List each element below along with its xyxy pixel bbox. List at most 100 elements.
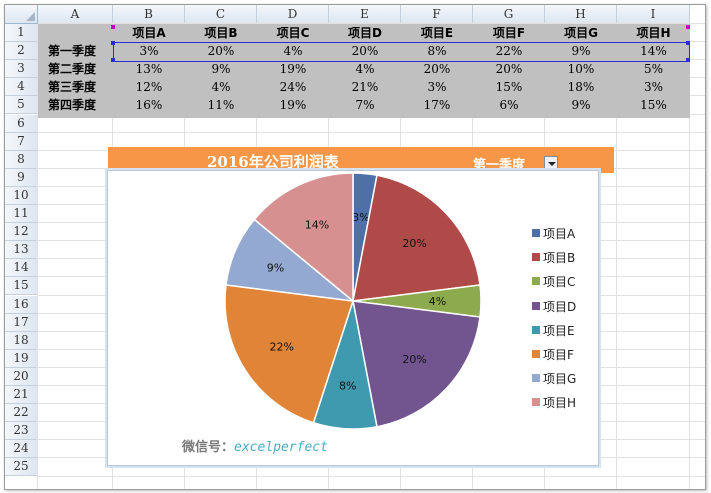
grid-line [37,24,38,489]
header-cell[interactable]: 项目B [204,26,238,40]
value-cell[interactable]: 20% [351,44,379,59]
value-cell[interactable]: 14% [640,44,667,59]
value-cell[interactable]: 16% [135,98,163,113]
row-header[interactable]: 4 [5,78,38,97]
pie-chart-area[interactable]: 3% 20% 4% 20% 8% 22% 9% 14% [107,170,599,466]
row-header[interactable]: 23 [5,422,38,441]
chart-title: 2016年公司利润表 [207,153,339,171]
header-cell[interactable]: 项目G [564,26,598,40]
row-header[interactable]: 16 [5,295,38,314]
row-header[interactable]: 21 [5,386,38,405]
select-all-corner[interactable] [5,5,38,24]
row-header[interactable]: 2 [5,42,38,61]
row-header[interactable]: 18 [5,331,38,350]
row-header[interactable]: 7 [5,132,38,151]
value-cell[interactable]: 6% [499,98,519,113]
value-cell[interactable]: 3% [427,80,447,95]
pie-slice[interactable] [352,300,481,428]
row-header[interactable]: 22 [5,404,38,423]
value-cell[interactable]: 4% [355,62,375,77]
quarter-dropdown-button[interactable] [544,156,558,170]
column-header[interactable]: F [401,5,473,24]
selection-handle[interactable] [686,25,690,29]
column-header[interactable]: A [38,5,113,24]
value-cell[interactable]: 20% [495,62,523,77]
value-cell[interactable]: 9% [211,62,231,77]
row-header[interactable]: 19 [5,349,38,368]
pie-slice[interactable] [253,172,354,303]
quarter-dropdown-value[interactable]: 第一季度 [473,158,526,173]
value-cell[interactable]: 21% [351,80,379,95]
column-header[interactable]: I [617,5,690,24]
row-label-cell[interactable]: 第四季度 [48,98,97,113]
row-header[interactable]: 9 [5,168,38,187]
value-cell[interactable]: 18% [567,80,595,95]
row-header[interactable]: 15 [5,277,38,296]
column-header[interactable]: D [257,5,329,24]
header-cell[interactable]: 项目C [276,26,310,40]
column-header[interactable]: E [329,5,401,24]
header-cell[interactable]: 项目H [636,26,671,40]
column-header[interactable]: H [545,5,617,24]
selection-box [113,42,690,62]
row-header[interactable]: 25 [5,458,38,477]
value-cell[interactable]: 4% [211,80,231,95]
row-header[interactable]: 5 [5,96,38,115]
wechat-prefix: 微信号： [182,440,235,455]
value-cell[interactable]: 19% [279,62,307,77]
value-cell[interactable]: 17% [423,98,451,113]
value-cell[interactable]: 9% [571,98,591,113]
header-cell[interactable]: 项目D [348,26,382,40]
pie-slice[interactable] [352,174,481,302]
value-cell[interactable]: 11% [207,98,235,113]
selection-handle[interactable] [111,58,115,62]
row-header[interactable]: 12 [5,223,38,242]
column-header[interactable]: C [185,5,257,24]
value-cell[interactable]: 19% [279,98,307,113]
header-cell[interactable]: 项目F [492,26,526,40]
value-cell[interactable]: 3% [643,80,664,95]
value-cell[interactable]: 15% [640,98,667,113]
selection-handle[interactable] [111,25,115,29]
legend-swatch [532,350,540,358]
row-header[interactable]: 8 [5,150,38,169]
value-cell[interactable]: 15% [495,80,523,95]
row-header[interactable]: 10 [5,186,38,205]
row-label-cell[interactable]: 第三季度 [48,80,97,95]
row-header[interactable]: 14 [5,259,38,278]
value-cell[interactable]: 20% [207,44,235,59]
value-cell[interactable]: 9% [571,44,591,59]
value-cell[interactable]: 7% [355,98,375,113]
header-cell[interactable]: 项目E [420,26,454,40]
header-cell[interactable]: 项目A [132,26,166,40]
pie-data-label: 20% [402,353,426,366]
row-header[interactable]: 3 [5,60,38,79]
value-cell[interactable]: 8% [427,44,447,59]
row-header[interactable]: 13 [5,241,38,260]
row-label-cell[interactable]: 第一季度 [48,44,97,59]
value-cell[interactable]: 24% [279,80,307,95]
row-header[interactable]: 24 [5,440,38,459]
row-header[interactable]: 1 [5,24,38,43]
selection-handle[interactable] [111,41,115,45]
value-cell[interactable]: 3% [139,44,159,59]
value-cell[interactable]: 22% [495,44,523,59]
column-header[interactable]: G [473,5,545,24]
row-header[interactable]: 6 [5,114,38,133]
legend-swatch [532,301,540,310]
row-label-cell[interactable]: 第二季度 [48,62,97,77]
selection-handle[interactable] [686,58,690,62]
row-header[interactable]: 20 [5,367,38,386]
value-cell[interactable]: 20% [423,62,451,77]
value-cell[interactable]: 10% [567,62,595,77]
legend-label: 项目E [543,323,575,338]
pie-slice[interactable] [224,284,354,424]
row-header[interactable]: 11 [5,205,38,224]
value-cell[interactable]: 5% [643,62,664,77]
value-cell[interactable]: 13% [135,62,163,77]
column-header[interactable]: B [113,5,185,24]
value-cell[interactable]: 12% [135,80,163,95]
row-header[interactable]: 17 [5,313,38,332]
selection-handle[interactable] [686,41,690,45]
value-cell[interactable]: 4% [283,44,303,59]
